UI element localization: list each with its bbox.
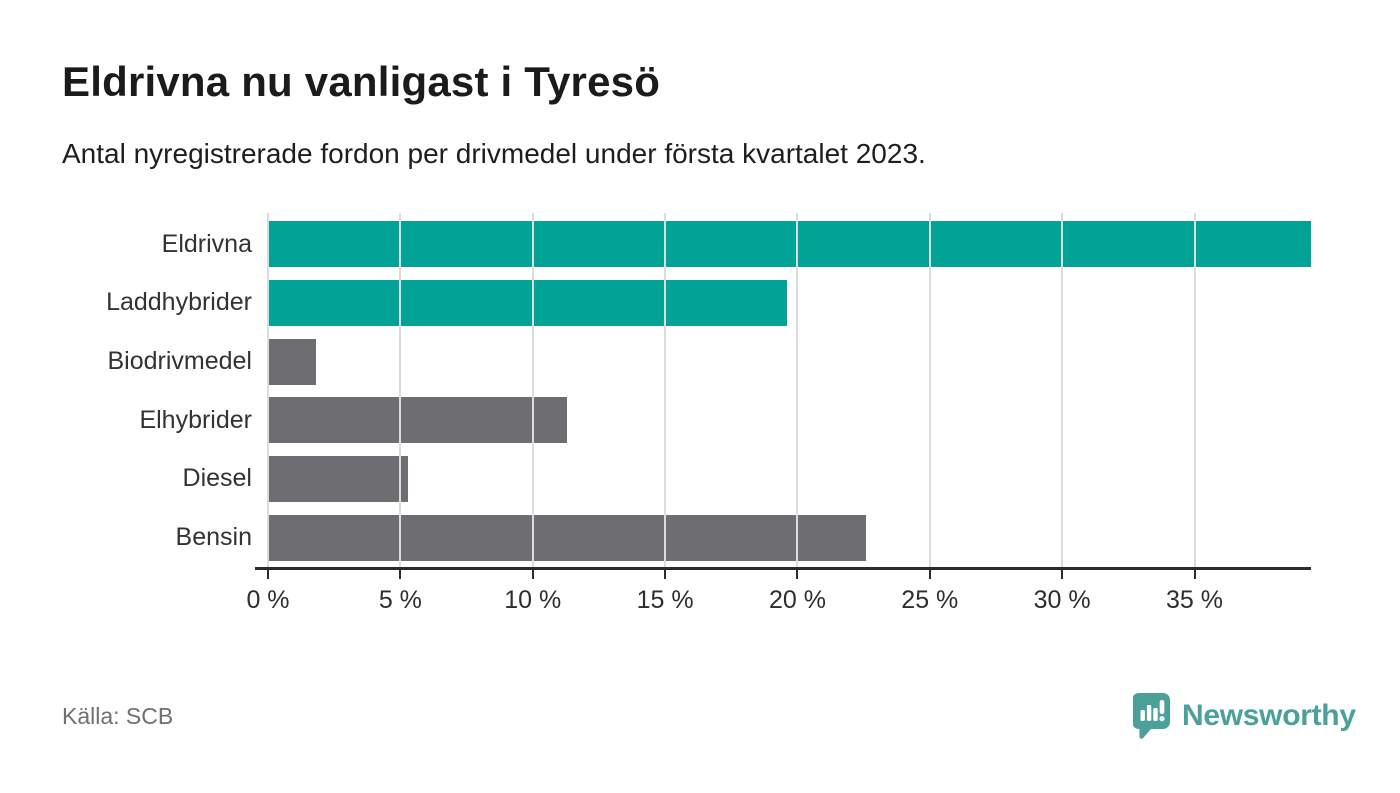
category-label: Elhybrider (139, 405, 252, 434)
source-label: Källa: SCB (62, 703, 174, 729)
newsworthy-logo: Newsworthy (1133, 692, 1356, 740)
gridline (1193, 213, 1196, 567)
bar (268, 514, 867, 561)
axis-tick-label: 15 % (636, 586, 694, 614)
category-label: Laddhybrider (106, 288, 252, 317)
category-label: Biodrivmedel (107, 347, 252, 376)
category-label: Bensin (175, 523, 252, 552)
gridline (664, 213, 667, 567)
axis-tick (399, 570, 402, 579)
gridline (531, 213, 534, 567)
bar (268, 456, 409, 502)
axis-tick-label: 25 % (901, 586, 959, 614)
bar (268, 338, 316, 385)
axis-tick-label: 35 % (1166, 586, 1223, 614)
axis-tick (796, 570, 799, 579)
gridline (928, 213, 931, 567)
gridline (399, 213, 402, 567)
axis-tick-label: 20 % (768, 586, 826, 614)
axis-tick-label: 10 % (504, 586, 562, 614)
gridline (1061, 213, 1064, 567)
category-label: Diesel (182, 464, 252, 493)
category-label: Eldrivna (161, 229, 252, 258)
axis-tick (1193, 570, 1196, 579)
axis-tick (928, 570, 931, 579)
axis-tick (664, 570, 667, 579)
axis-tick-label: 30 % (1033, 586, 1091, 614)
gridline (267, 213, 269, 567)
bar (268, 280, 787, 326)
newsworthy-logo-icon (1133, 692, 1171, 740)
chart-title: Eldrivna nu vanligast i Tyresö (62, 58, 661, 105)
x-axis-line (255, 567, 1311, 570)
bar (268, 221, 1311, 268)
bar (268, 397, 568, 444)
chart-subtitle: Antal nyregistrerade fordon per drivmede… (62, 138, 926, 169)
gridline (796, 213, 799, 567)
axis-tick (267, 570, 269, 579)
newsworthy-logo-text: Newsworthy (1182, 699, 1356, 732)
axis-tick-label: 0 % (246, 586, 290, 614)
axis-tick-label: 5 % (378, 586, 422, 614)
axis-tick (531, 570, 534, 579)
axis-tick (1061, 570, 1064, 579)
